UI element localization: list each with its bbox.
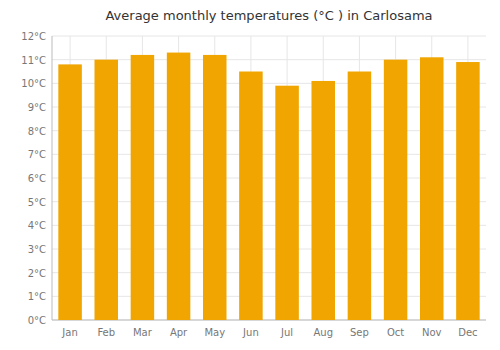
x-tick-label: Apr <box>170 327 188 338</box>
y-tick-label: 7°C <box>28 149 46 160</box>
x-tick-label: May <box>204 327 225 338</box>
y-tick-label: 3°C <box>28 244 46 255</box>
x-tick-label: Dec <box>458 327 477 338</box>
x-tick-label: Sep <box>350 327 369 338</box>
bar <box>348 72 372 321</box>
y-tick-label: 5°C <box>28 197 46 208</box>
axes: 0°C 1°C 2°C 3°C 4°C 5°C 6°C 7°C 8°C 9°C 10°C 11°C 12… <box>21 31 486 338</box>
bar <box>311 81 335 320</box>
x-tick-label: Mar <box>133 327 153 338</box>
page: {"chart_data": {"type": "bar", "title": … <box>0 0 500 350</box>
bar <box>239 72 263 321</box>
x-tick-label: Jul <box>280 327 293 338</box>
y-tick-label: 8°C <box>28 126 46 137</box>
y-grid-line <box>52 36 486 37</box>
bar <box>456 62 480 320</box>
grid <box>52 36 486 320</box>
y-tick-label: 2°C <box>28 268 46 279</box>
bar <box>94 60 118 320</box>
y-tick-label: 11°C <box>21 55 46 66</box>
y-tick-label: 4°C <box>28 220 46 231</box>
chart: Average monthly temperatures (°C ) in Ca… <box>0 0 500 350</box>
y-axis-line <box>52 36 53 320</box>
bar <box>420 57 444 320</box>
bar <box>275 86 299 320</box>
x-tick-label: Jun <box>242 327 259 338</box>
bar <box>58 64 82 320</box>
x-tick-label: Aug <box>313 327 333 338</box>
y-tick-label: 12°C <box>21 31 46 42</box>
bar <box>203 55 227 320</box>
bar <box>131 55 155 320</box>
y-tick-label: 9°C <box>28 102 46 113</box>
title: Average monthly temperatures (°C ) in Ca… <box>105 8 432 23</box>
y-tick-label: 6°C <box>28 173 46 184</box>
bar <box>167 53 191 320</box>
x-tick-label: Nov <box>422 327 442 338</box>
y-tick-label: 1°C <box>28 291 46 302</box>
chart-container: Average monthly temperatures (°C ) in Ca… <box>0 0 500 350</box>
x-tick-label: Feb <box>97 327 115 338</box>
x-tick-label: Oct <box>387 327 404 338</box>
bars <box>58 53 479 320</box>
y-tick-label: 0°C <box>28 315 46 326</box>
bar <box>384 60 408 320</box>
x-tick-label: Jan <box>61 327 77 338</box>
y-tick-label: 10°C <box>21 78 46 89</box>
